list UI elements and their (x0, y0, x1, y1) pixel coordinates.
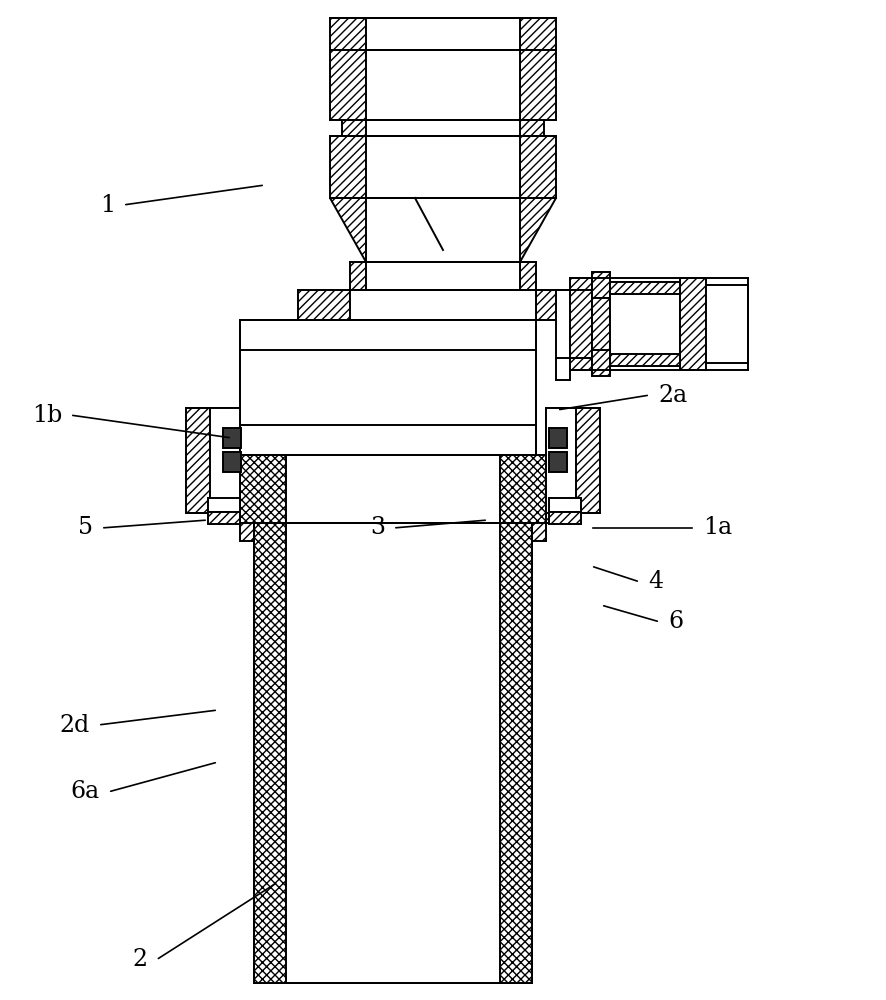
Text: 3: 3 (369, 516, 385, 540)
Bar (500, 455, 546, 523)
Bar (519, 18, 556, 50)
Bar (285, 455, 500, 523)
Bar (519, 50, 556, 120)
Bar (535, 290, 587, 320)
Bar (240, 320, 535, 455)
Bar (500, 523, 532, 983)
Bar (218, 455, 240, 523)
Bar (207, 498, 240, 512)
Bar (253, 523, 532, 983)
Bar (330, 50, 366, 120)
Bar (548, 498, 580, 512)
Text: 5: 5 (78, 516, 93, 540)
Bar (366, 18, 519, 50)
Bar (366, 120, 519, 136)
Polygon shape (330, 198, 556, 262)
Text: 1b: 1b (32, 403, 62, 426)
Text: 6a: 6a (71, 780, 100, 803)
Bar (342, 120, 366, 136)
Bar (298, 290, 350, 320)
Text: 2a: 2a (657, 383, 687, 406)
Text: 6: 6 (667, 610, 682, 634)
Bar (207, 512, 240, 524)
Bar (556, 290, 570, 380)
Bar (548, 452, 566, 472)
Bar (548, 512, 580, 524)
Bar (330, 136, 366, 198)
Bar (366, 198, 519, 262)
Bar (222, 428, 241, 448)
Text: 1a: 1a (703, 516, 731, 540)
Bar (285, 523, 500, 983)
Text: 2d: 2d (59, 713, 89, 736)
Bar (366, 262, 519, 290)
Bar (610, 354, 680, 366)
Text: 1: 1 (100, 194, 115, 217)
Bar (570, 358, 591, 370)
Bar (570, 278, 591, 290)
Bar (350, 262, 366, 290)
Bar (680, 278, 705, 370)
Bar (519, 262, 535, 290)
Bar (610, 282, 680, 294)
Bar (186, 408, 240, 513)
Bar (253, 523, 285, 983)
Bar (570, 290, 591, 358)
Bar (532, 523, 546, 541)
Text: 2: 2 (133, 948, 148, 971)
Bar (610, 282, 680, 366)
Bar (519, 136, 556, 198)
Text: 4: 4 (648, 570, 663, 593)
Bar (210, 408, 240, 513)
Bar (519, 120, 543, 136)
Bar (350, 290, 535, 320)
Bar (240, 455, 285, 523)
Bar (240, 523, 253, 541)
Bar (591, 350, 610, 376)
Bar (705, 285, 747, 363)
Bar (546, 455, 567, 523)
Bar (222, 452, 241, 472)
Bar (591, 298, 610, 350)
Bar (546, 408, 575, 513)
Bar (366, 50, 519, 120)
Bar (548, 428, 566, 448)
Bar (330, 18, 366, 50)
Bar (366, 136, 519, 198)
Bar (591, 272, 610, 298)
Bar (546, 408, 599, 513)
